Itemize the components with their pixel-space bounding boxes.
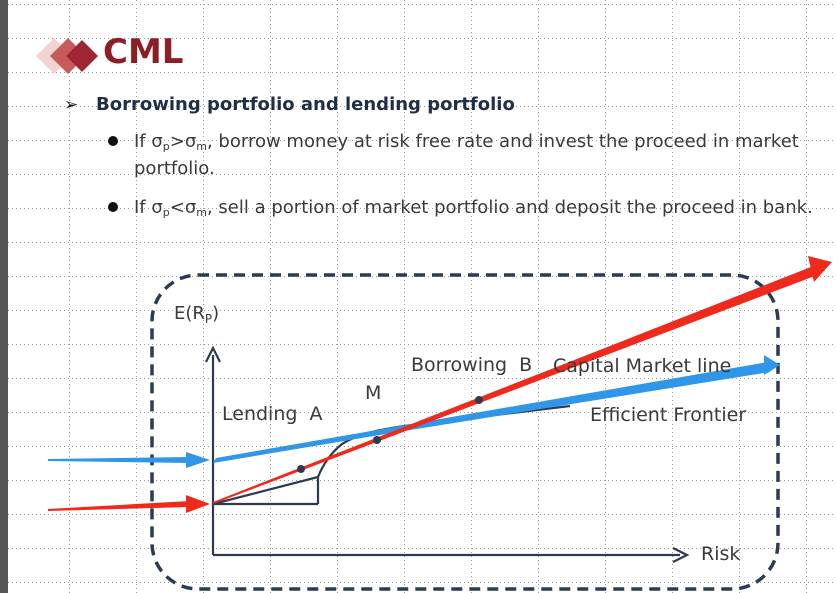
borrowing-label: Borrowing B <box>411 354 532 376</box>
red-line-arrowhead <box>808 256 832 282</box>
point-b <box>475 396 483 404</box>
y-axis-label: E(RP) <box>174 303 219 326</box>
x-axis-label: Risk <box>701 543 740 565</box>
bullet-dot-icon <box>108 136 118 146</box>
blue-cml-line <box>213 362 770 463</box>
left-edge-bar <box>0 0 8 593</box>
bullet-text: If σp>σm, borrow money at risk free rate… <box>134 131 799 179</box>
bullet-item-borrow: If σp>σm, borrow money at risk free rate… <box>108 128 808 182</box>
bullet-dot-icon <box>108 202 118 212</box>
slide-title: CML <box>103 32 184 72</box>
point-m <box>373 436 381 444</box>
market-portfolio-label: M <box>365 382 381 404</box>
frontier-lower-line <box>212 475 319 506</box>
arrow-bullet-icon: ➢ <box>64 94 79 115</box>
lending-label: Lending A <box>222 403 323 425</box>
blue-incoming-arrowhead <box>186 452 210 468</box>
bullet-text: If σp<σm, sell a portion of market portf… <box>134 197 813 219</box>
red-incoming-arrowhead <box>186 495 210 513</box>
efficient-frontier-label: Efficient Frontier <box>590 404 746 426</box>
diamond-logo-icon <box>36 38 98 74</box>
bullet-item-lend: If σp<σm, sell a portion of market portf… <box>108 194 836 221</box>
point-a <box>297 465 305 473</box>
subheading-row: ➢ Borrowing portfolio and lending portfo… <box>64 94 515 115</box>
red-borrowing-line <box>213 265 820 504</box>
blue-incoming-arrow <box>48 457 190 463</box>
x-axis-arrowhead <box>672 547 690 563</box>
red-incoming-arrow <box>48 501 190 511</box>
capital-market-line-label: Capital Market line <box>553 355 731 377</box>
y-axis-arrowhead <box>205 345 221 363</box>
blue-cml-arrowhead <box>764 355 780 375</box>
subheading: Borrowing portfolio and lending portfoli… <box>96 94 515 115</box>
